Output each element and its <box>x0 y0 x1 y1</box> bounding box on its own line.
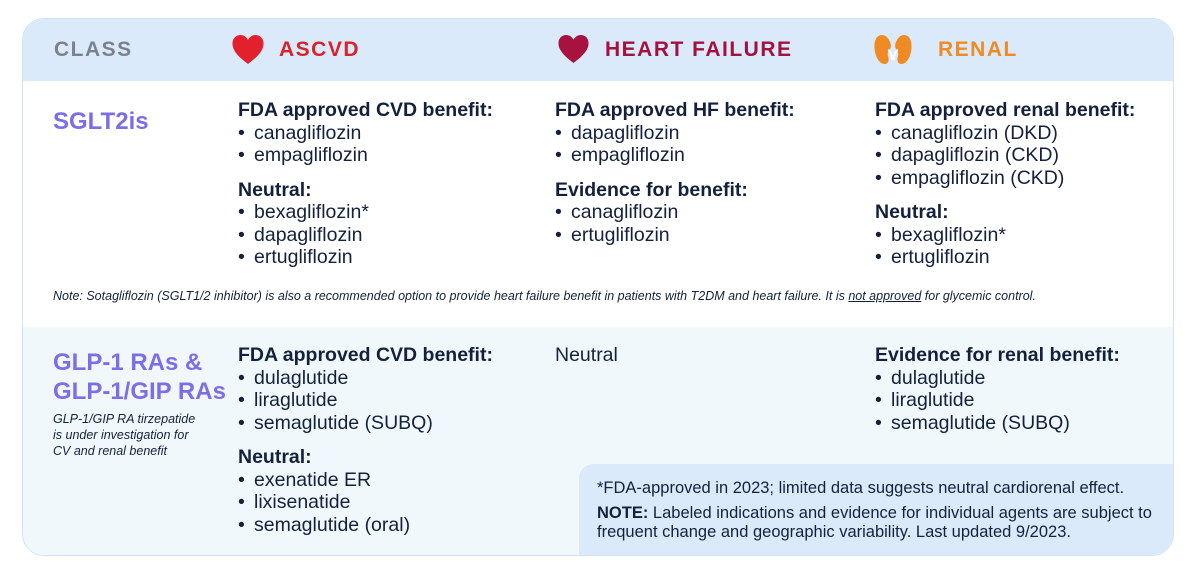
list-item: bexagliflozin* <box>238 201 493 224</box>
drug-class-table: CLASS ASCVD HEART FAILURE RENAL SGLT2is … <box>22 18 1174 556</box>
tirzepatide-note: GLP-1/GIP RA tirzepatide is under invest… <box>53 411 195 459</box>
header-ascvd: ASCVD <box>279 38 361 61</box>
class-name-line: GLP-1 RAs & <box>53 349 203 376</box>
list-item: empagliflozin <box>555 144 795 167</box>
list-item: lixisenatide <box>238 491 493 514</box>
cell-title: FDA approved HF benefit: <box>555 99 795 121</box>
cell-title: Evidence for renal benefit: <box>875 344 1120 366</box>
list-item: dapagliflozin <box>238 224 493 247</box>
list-item: empagliflozin (CKD) <box>875 167 1135 190</box>
note-label: NOTE: <box>597 504 649 522</box>
list-item: dulaglutide <box>875 367 1120 390</box>
list-item: semaglutide (oral) <box>238 514 493 537</box>
header-band <box>23 19 1173 81</box>
footnote-box: *FDA-approved in 2023; limited data sugg… <box>579 464 1173 555</box>
list-item: ertugliflozin <box>875 246 1135 269</box>
heart-icon <box>558 34 589 64</box>
footnote-line: *FDA-approved in 2023; limited data sugg… <box>597 479 1125 497</box>
list-item: ertugliflozin <box>238 246 493 269</box>
list-item: dapagliflozin <box>555 122 795 145</box>
footnote-note: NOTE: Labeled indications and evidence f… <box>597 504 1157 542</box>
kidneys-icon <box>874 35 912 64</box>
class-sglt2: SGLT2is <box>53 108 149 135</box>
note-text: for glycemic control. <box>921 289 1036 303</box>
note-text: Labeled indications and evidence for ind… <box>597 504 1152 541</box>
glp1-ascvd-cell: FDA approved CVD benefit: dulaglutide li… <box>238 344 493 536</box>
list-item: ertugliflozin <box>555 224 795 247</box>
cell-title: Evidence for benefit: <box>555 178 748 201</box>
list-item: semaglutide (SUBQ) <box>875 412 1120 435</box>
glp1-hf-cell: Neutral <box>555 344 618 367</box>
subnote-line: is under investigation for <box>53 428 189 442</box>
note-underlined-text: not approved <box>848 289 922 303</box>
heart-icon <box>232 35 264 64</box>
list-item: semaglutide (SUBQ) <box>238 412 493 435</box>
list-item: canagliflozin (DKD) <box>875 122 1135 145</box>
cell-text: Neutral <box>555 344 618 366</box>
subnote-line: GLP-1/GIP RA tirzepatide <box>53 412 196 426</box>
cell-title: FDA approved CVD benefit: <box>238 99 493 121</box>
sglt2-renal-cell: FDA approved renal benefit: canagliflozi… <box>875 99 1135 269</box>
sglt2-ascvd-cell: FDA approved CVD benefit: canagliflozin … <box>238 99 493 269</box>
list-item: exenatide ER <box>238 469 493 492</box>
list-item: dapagliflozin (CKD) <box>875 144 1135 167</box>
cell-title: Neutral: <box>238 446 312 468</box>
sglt2-hf-cell: FDA approved HF benefit: dapagliflozin e… <box>555 99 795 246</box>
list-item: empagliflozin <box>238 144 493 167</box>
cell-title: Neutral: <box>875 201 949 223</box>
sotagliflozin-note: Note: Sotagliflozin (SGLT1/2 inhibitor) … <box>53 289 1036 303</box>
list-item: liraglutide <box>875 389 1120 412</box>
cell-title: FDA approved CVD benefit: <box>238 344 493 366</box>
list-item: canagliflozin <box>238 122 493 145</box>
list-item: dulaglutide <box>238 367 493 390</box>
cell-title: Neutral: <box>238 178 312 201</box>
note-text: Note: Sotagliflozin (SGLT1/2 inhibitor) … <box>53 289 849 303</box>
subnote-line: CV and renal benefit <box>53 444 167 458</box>
list-item: liraglutide <box>238 389 493 412</box>
class-name-line: GLP-1/GIP RAs <box>53 378 226 405</box>
cell-title: FDA approved renal benefit: <box>875 99 1136 121</box>
header-renal: RENAL <box>938 38 1018 61</box>
header-class: CLASS <box>54 38 133 61</box>
header-heart-failure: HEART FAILURE <box>605 38 793 61</box>
list-item: canagliflozin <box>555 201 795 224</box>
class-glp1: GLP-1 RAs & GLP-1/GIP RAs <box>53 348 226 406</box>
list-item: bexagliflozin* <box>875 224 1135 247</box>
glp1-renal-cell: Evidence for renal benefit: dulaglutide … <box>875 344 1120 434</box>
